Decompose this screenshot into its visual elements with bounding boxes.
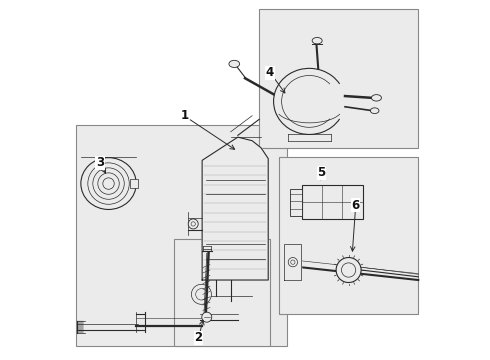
Circle shape — [88, 163, 129, 204]
Bar — [76, 125, 287, 346]
Circle shape — [192, 284, 211, 304]
Text: 3: 3 — [96, 156, 104, 169]
Ellipse shape — [370, 108, 379, 113]
Text: 2: 2 — [195, 332, 203, 345]
Circle shape — [191, 222, 196, 226]
Ellipse shape — [312, 37, 322, 44]
Text: 1: 1 — [180, 109, 188, 122]
Text: 5: 5 — [318, 166, 325, 179]
Circle shape — [196, 289, 207, 300]
Text: 6: 6 — [352, 198, 360, 212]
Polygon shape — [202, 137, 268, 280]
Circle shape — [93, 168, 124, 199]
Circle shape — [103, 178, 114, 189]
Circle shape — [291, 260, 295, 264]
Circle shape — [336, 257, 361, 283]
Circle shape — [342, 263, 356, 277]
Bar — [173, 239, 270, 346]
Circle shape — [98, 173, 119, 194]
Circle shape — [188, 219, 198, 229]
Bar — [302, 185, 363, 219]
Bar — [259, 9, 418, 148]
Bar — [130, 179, 138, 188]
Ellipse shape — [229, 60, 240, 67]
Circle shape — [288, 257, 297, 267]
Bar — [290, 189, 302, 216]
Bar — [279, 157, 418, 314]
Ellipse shape — [81, 158, 136, 210]
Text: 4: 4 — [266, 66, 274, 79]
Circle shape — [202, 312, 212, 322]
Ellipse shape — [371, 95, 381, 101]
Polygon shape — [284, 244, 301, 280]
